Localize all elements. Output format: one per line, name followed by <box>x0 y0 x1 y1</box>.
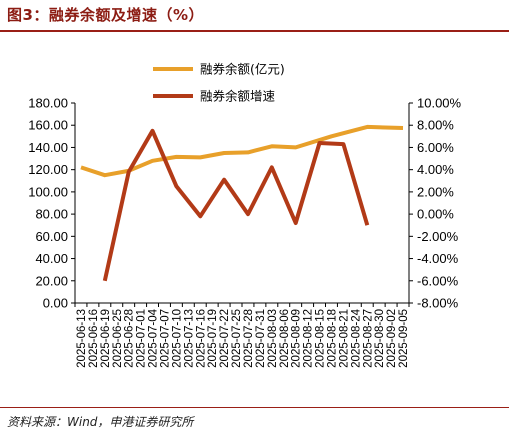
y-left-tick-label: 40.00 <box>35 251 68 266</box>
y-left-tick-label: 160.00 <box>28 118 68 133</box>
y-right-tick-label: 6.00% <box>417 140 454 155</box>
x-tick-label: 2025-06-25 <box>112 309 124 368</box>
x-tick-label: 2025-08-27 <box>362 309 374 368</box>
x-tick-label: 2025-08-12 <box>303 309 315 368</box>
figure-title: 图3：融券余额及增速（%） <box>7 6 204 24</box>
legend-label-balance: 融券余额(亿元) <box>200 62 285 77</box>
y-left-tick-label: 140.00 <box>28 140 68 155</box>
y-right-tick-label: -2.00% <box>417 229 459 244</box>
x-tick-label: 2025-09-05 <box>398 309 410 368</box>
y-left-tick-label: 100.00 <box>28 184 68 199</box>
x-tick-label: 2025-07-07 <box>159 309 171 368</box>
x-tick-label: 2025-08-21 <box>338 309 350 368</box>
title-divider <box>0 30 509 32</box>
y-left-tick-label: 180.00 <box>28 96 68 111</box>
y-right-tick-label: -4.00% <box>417 251 459 266</box>
x-tick-label: 2025-08-15 <box>315 309 327 368</box>
y-right-tick-label: 0.00% <box>417 207 454 222</box>
x-tick-label: 2025-06-19 <box>100 309 112 368</box>
y-left-tick-label: 120.00 <box>28 162 68 177</box>
y-right-tick-label: 10.00% <box>417 96 462 111</box>
y-right-tick-label: 2.00% <box>417 184 454 199</box>
legend-label-growth: 融券余额增速 <box>200 89 276 104</box>
y-left-tick-label: 20.00 <box>35 273 68 288</box>
x-tick-label: 2025-08-03 <box>267 309 279 368</box>
x-tick-label: 2025-09-02 <box>386 309 398 368</box>
x-tick-label: 2025-06-28 <box>124 309 136 368</box>
growth-line <box>102 128 370 282</box>
x-tick-label: 2025-06-16 <box>88 309 100 368</box>
y-right-tick-label: 8.00% <box>417 118 454 133</box>
x-tick-label: 2025-08-24 <box>350 308 362 367</box>
x-tick-label: 2025-07-25 <box>231 309 243 368</box>
source-note: 资料来源：Wind，申港证券研究所 <box>7 415 194 429</box>
x-tick-label: 2025-07-19 <box>207 309 219 368</box>
x-tick-label: 2025-07-04 <box>148 308 160 367</box>
chart: 0.00 20.00 40.00 60.00 80.00 100.00 120.00 140.… <box>28 62 462 368</box>
x-tick-label: 2025-07-01 <box>136 309 148 368</box>
x-tick-label: 2025-07-13 <box>183 309 195 368</box>
source-divider <box>0 407 509 408</box>
x-tick-label: 2025-07-10 <box>171 309 183 368</box>
x-tick-label: 2025-07-31 <box>255 309 267 368</box>
y-right-tick-label: -8.00% <box>417 296 459 311</box>
x-tick-label: 2025-08-09 <box>291 309 303 368</box>
x-tick-label: 2025-08-18 <box>326 309 338 368</box>
x-tick-label: 2025-07-16 <box>195 309 207 368</box>
x-tick-label: 2025-08-30 <box>374 309 386 368</box>
y-right-tick-label: 4.00% <box>417 162 454 177</box>
x-tick-label: 2025-06-13 <box>76 309 88 368</box>
y-left-tick-label: 60.00 <box>35 229 68 244</box>
y-right-tick-label: -6.00% <box>417 273 459 288</box>
y-left-tick-label: 80.00 <box>35 207 68 222</box>
x-tick-label: 2025-07-28 <box>243 309 255 368</box>
x-tick-label: 2025-08-06 <box>279 309 291 368</box>
x-tick-label: 2025-07-22 <box>219 309 231 368</box>
y-left-tick-label: 0.00 <box>43 296 68 311</box>
